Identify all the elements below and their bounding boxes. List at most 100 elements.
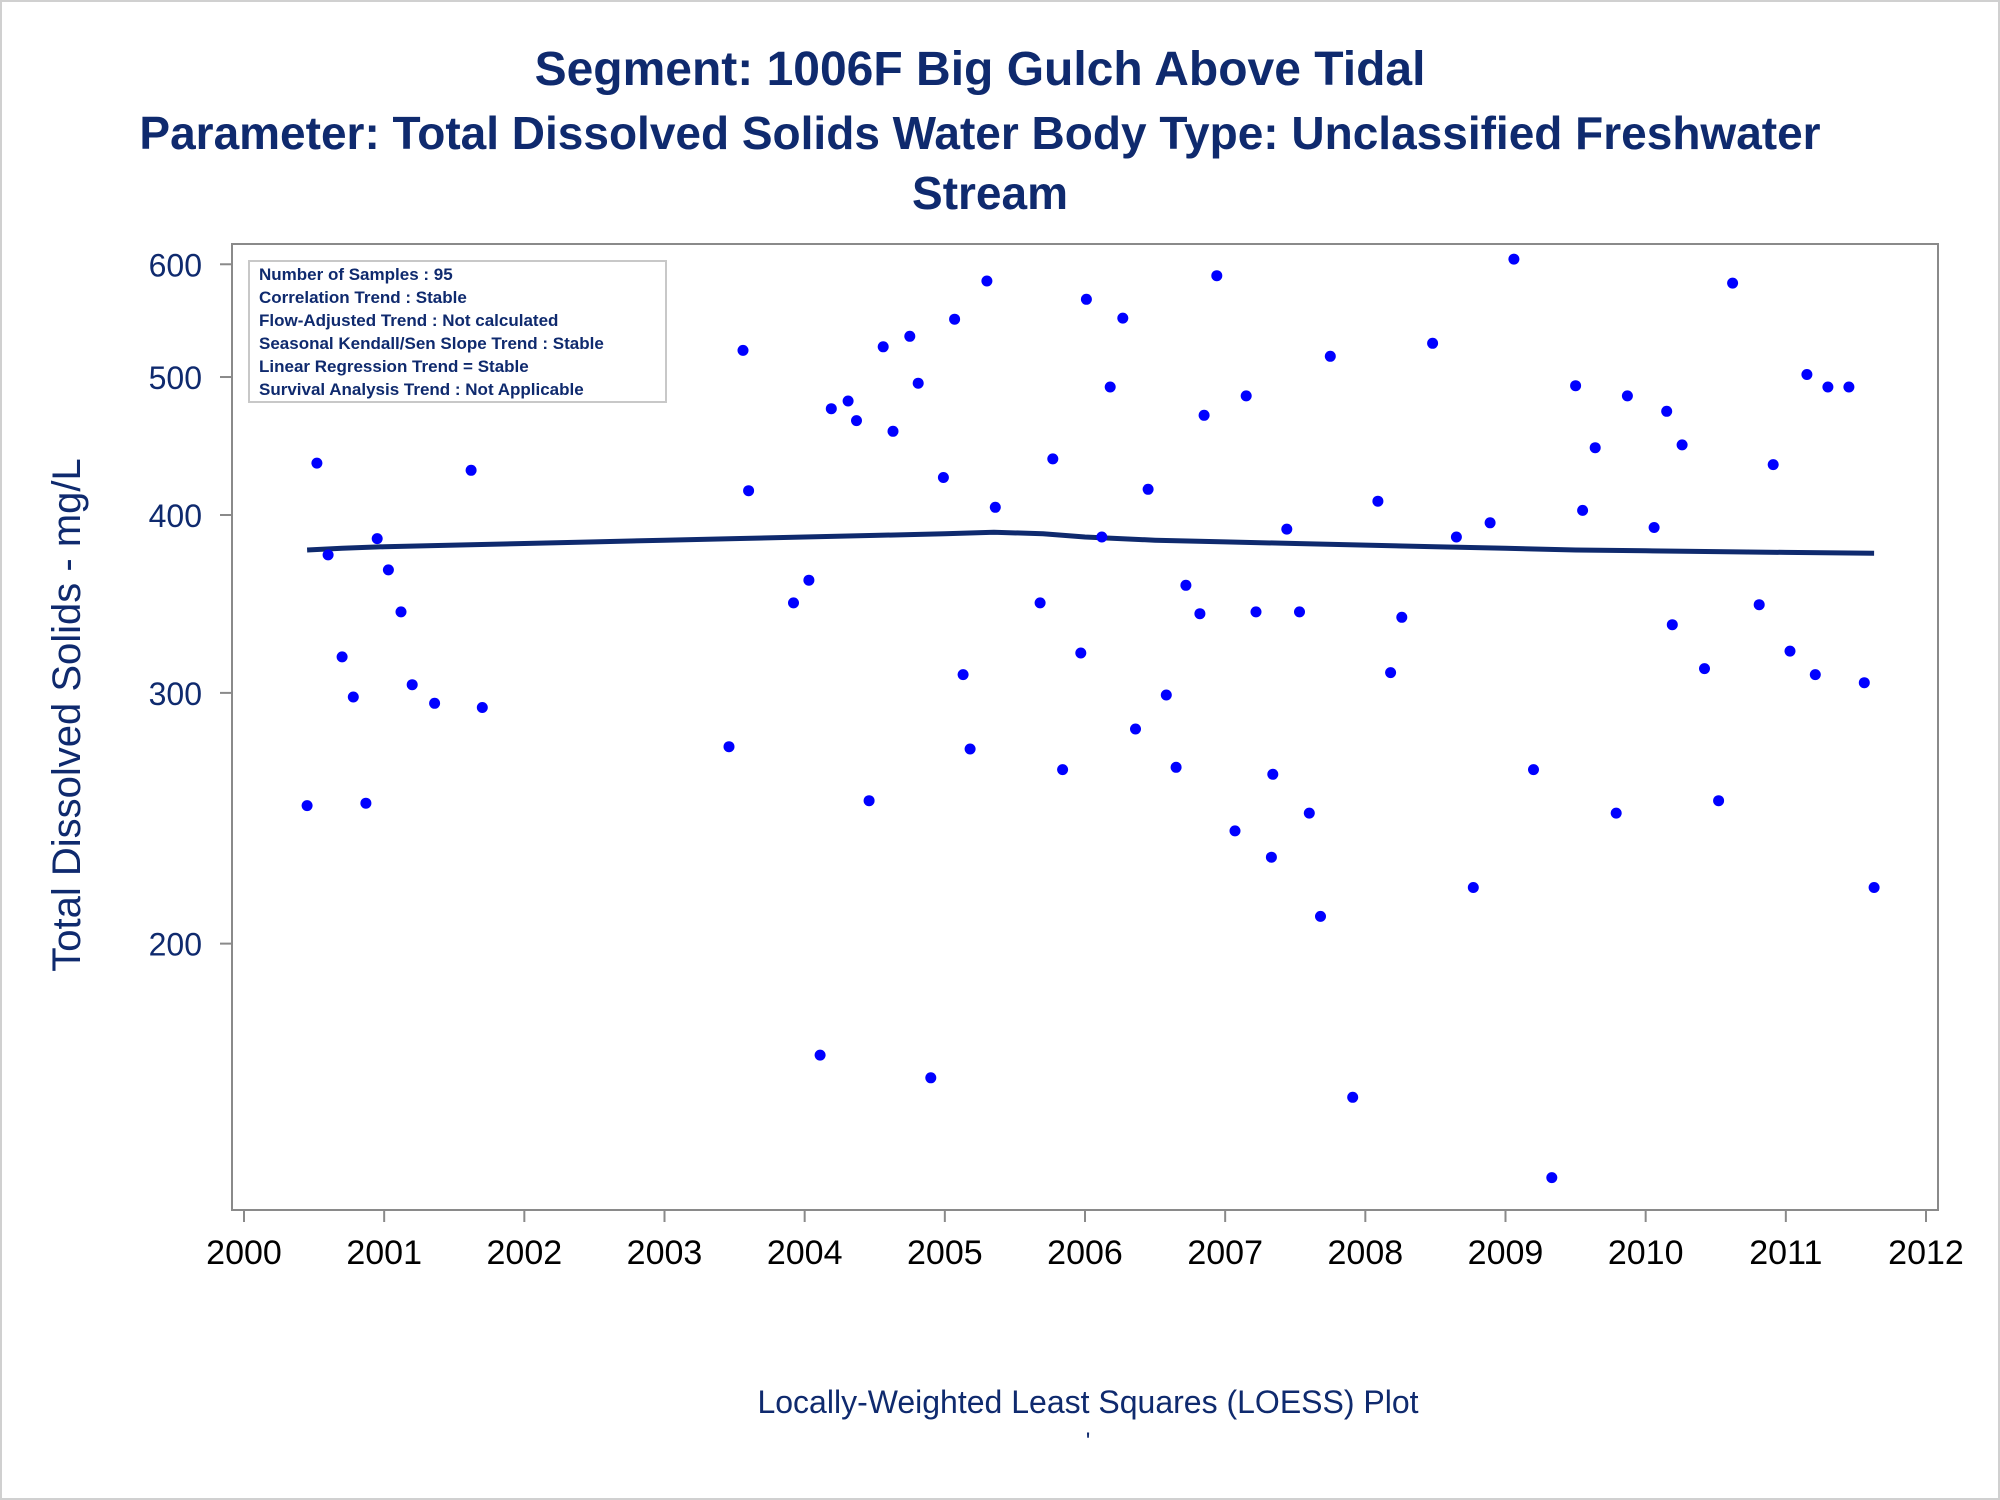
data-point xyxy=(1767,459,1779,471)
data-point xyxy=(476,702,488,713)
data-point xyxy=(1160,689,1172,701)
x-tick-label: 2001 xyxy=(346,1234,422,1272)
data-point xyxy=(1676,439,1688,451)
data-point xyxy=(465,464,477,476)
x-tick-label: 2011 xyxy=(1749,1234,1822,1272)
data-point xyxy=(371,533,383,545)
data-point xyxy=(1753,599,1765,611)
info-seasonal-kendall-trend: Seasonal Kendall/Sen Slope Trend : Stabl… xyxy=(259,334,604,353)
y-tick-label: 500 xyxy=(149,360,202,396)
data-point xyxy=(937,472,949,483)
x-axis: 2000 2001 2002 2003 2004 2005 2006 2007 2008 2009… xyxy=(206,1210,1964,1272)
sample-points xyxy=(301,253,1880,1184)
data-point xyxy=(1034,597,1046,609)
data-point xyxy=(301,800,313,812)
data-point xyxy=(1281,523,1293,535)
x-tick-label: 2000 xyxy=(206,1234,282,1272)
data-point xyxy=(887,425,899,437)
data-point xyxy=(1713,795,1725,807)
x-tick-label: 2008 xyxy=(1328,1234,1404,1272)
data-point xyxy=(311,457,323,469)
info-box-border xyxy=(248,260,667,403)
data-point xyxy=(1621,390,1633,402)
info-flow-adjusted-trend: Flow-Adjusted Trend : Not calculated xyxy=(259,311,558,330)
data-point xyxy=(723,741,735,753)
data-point xyxy=(1508,253,1520,265)
data-point xyxy=(1784,645,1796,657)
data-point xyxy=(1822,381,1834,393)
data-point xyxy=(1104,381,1116,393)
x-tick-label: 2004 xyxy=(767,1234,843,1272)
data-point xyxy=(1294,606,1305,618)
data-point xyxy=(1858,677,1870,689)
data-point xyxy=(1080,293,1092,305)
data-point xyxy=(1450,531,1462,543)
data-point xyxy=(1546,1172,1558,1184)
data-point xyxy=(1427,337,1439,349)
x-tick-label: 2007 xyxy=(1187,1234,1263,1272)
data-point xyxy=(382,564,394,576)
footnote-mark: ' xyxy=(1086,1428,1091,1455)
data-point xyxy=(1267,768,1279,780)
y-tick-label: 200 xyxy=(149,927,202,963)
data-point xyxy=(1194,608,1206,620)
data-point xyxy=(1570,380,1582,392)
x-tick-label: 2010 xyxy=(1608,1234,1684,1272)
data-point xyxy=(1315,910,1326,922)
plot-method-footnote: Locally-Weighted Least Squares (LOESS) P… xyxy=(757,1384,1418,1420)
data-point xyxy=(1396,611,1408,623)
info-correlation-trend: Correlation Trend : Stable xyxy=(259,288,467,307)
data-point xyxy=(1648,522,1660,533)
data-point xyxy=(1142,483,1154,495)
y-axis-label: Total Dissolved Solids - mg/L xyxy=(45,458,89,972)
info-samples: Number of Samples : 95 xyxy=(259,265,453,284)
data-point xyxy=(1229,825,1241,837)
data-point xyxy=(957,669,969,681)
x-tick-label: 2006 xyxy=(1047,1234,1123,1272)
data-point xyxy=(1240,390,1252,402)
data-point xyxy=(1130,723,1141,735)
data-point xyxy=(1484,517,1496,529)
info-linear-regression-trend: Linear Regression Trend = Stable xyxy=(259,357,529,376)
x-tick-label: 2003 xyxy=(627,1234,703,1272)
data-point xyxy=(877,341,889,353)
data-point xyxy=(1699,663,1710,675)
data-point xyxy=(1198,409,1210,421)
data-point xyxy=(1610,807,1622,819)
trend-info-box: Number of Samples : 95 Correlation Trend… xyxy=(248,260,667,403)
data-point xyxy=(904,330,916,342)
data-point xyxy=(1250,606,1262,618)
data-point xyxy=(1528,764,1539,776)
data-point xyxy=(347,691,359,703)
y-tick-label: 600 xyxy=(149,247,202,283)
data-point xyxy=(1117,312,1129,324)
y-tick-label: 400 xyxy=(149,498,202,534)
data-point xyxy=(1075,647,1087,659)
data-point xyxy=(949,313,961,325)
x-tick-label: 2002 xyxy=(487,1234,563,1272)
data-point xyxy=(989,501,1001,513)
data-point xyxy=(1467,882,1479,893)
data-point xyxy=(1096,531,1108,543)
data-point xyxy=(803,574,815,586)
data-point xyxy=(825,403,837,415)
data-point xyxy=(1868,882,1880,893)
data-point xyxy=(1180,579,1192,591)
data-point xyxy=(1666,619,1678,631)
loess-trend-line xyxy=(306,529,1875,556)
data-point xyxy=(1372,495,1384,507)
data-point xyxy=(1727,277,1739,289)
data-point xyxy=(1801,369,1813,380)
chart-subtitle-line-1: Parameter: Total Dissolved Solids Water … xyxy=(139,107,1820,159)
data-point xyxy=(322,549,334,561)
data-point xyxy=(743,485,755,497)
data-point xyxy=(981,275,993,287)
data-point xyxy=(1385,667,1397,679)
data-point xyxy=(406,679,418,691)
data-point xyxy=(1047,453,1059,465)
data-point xyxy=(429,697,441,709)
data-point xyxy=(1809,669,1821,681)
data-point xyxy=(814,1049,826,1061)
info-survival-analysis-trend: Survival Analysis Trend : Not Applicable xyxy=(259,380,584,399)
